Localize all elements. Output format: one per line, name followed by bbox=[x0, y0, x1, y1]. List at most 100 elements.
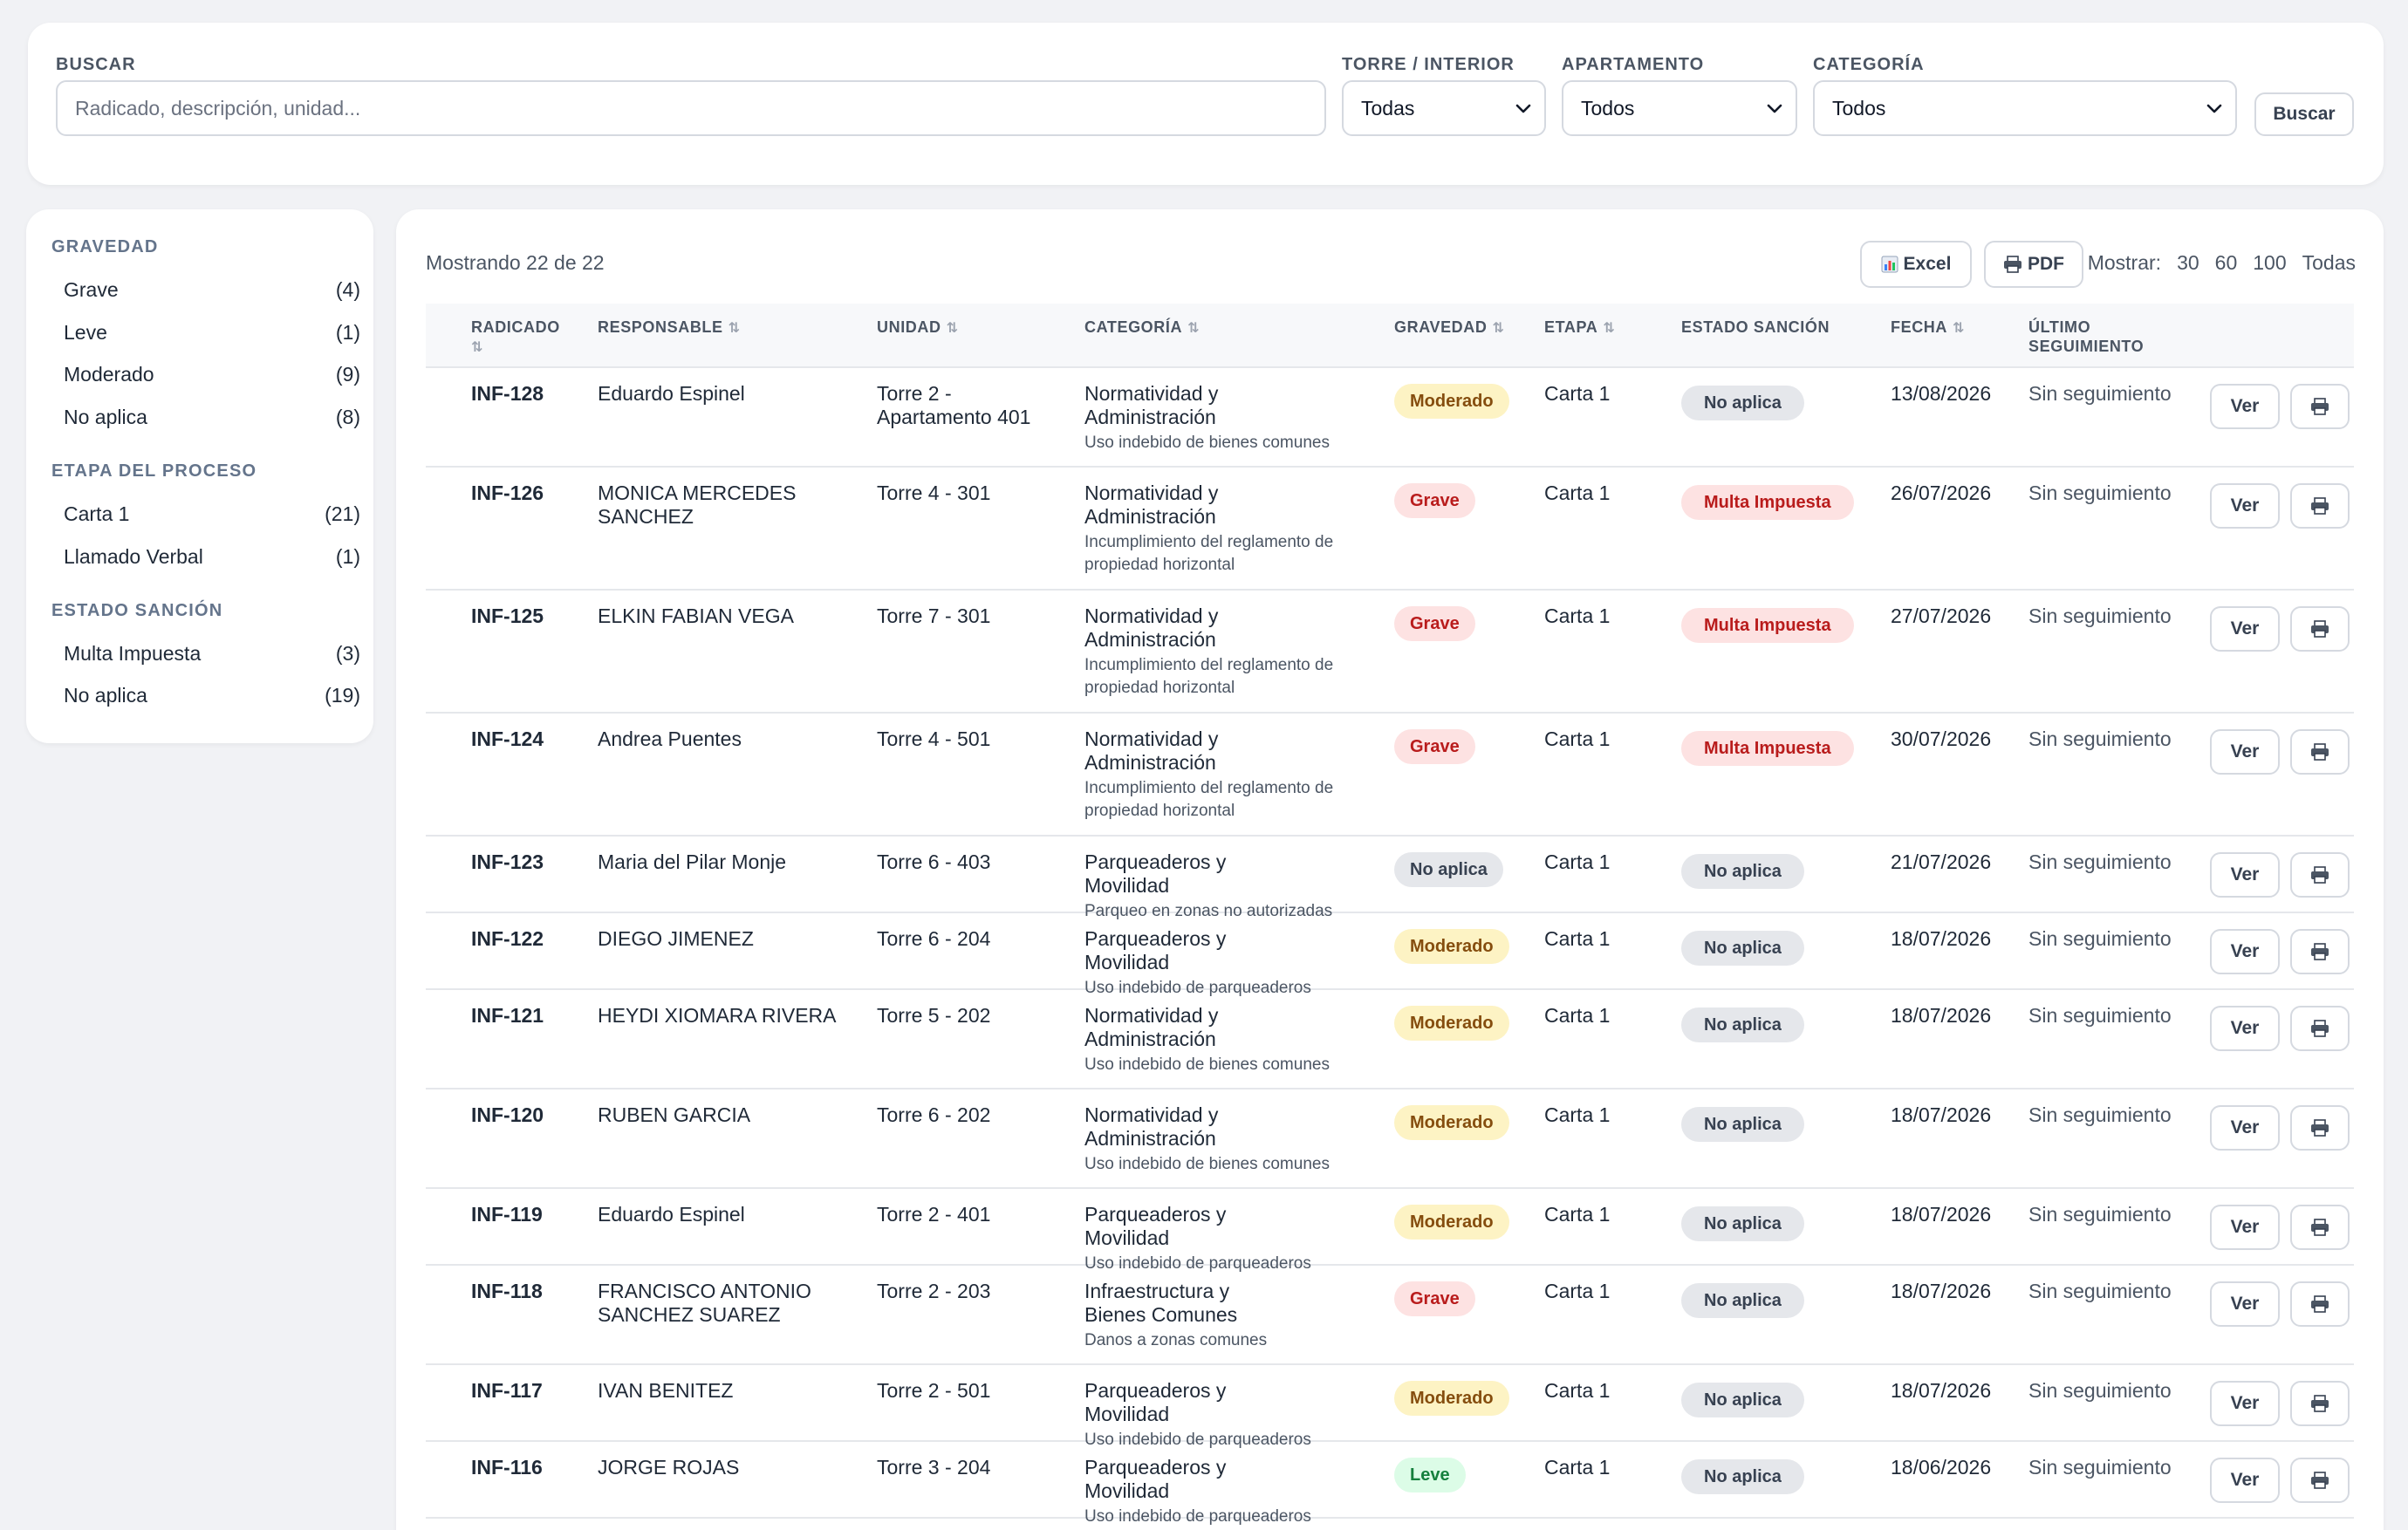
fecha-cell: 18/07/2026 bbox=[1891, 1203, 1992, 1226]
apto-select[interactable]: Todos bbox=[1562, 80, 1797, 136]
page-size-30[interactable]: 30 bbox=[2177, 251, 2199, 274]
printer-icon bbox=[2311, 743, 2329, 761]
table-row: INF-126 MONICA MERCEDES SANCHEZ Torre 4 - … bbox=[426, 468, 2354, 591]
page-size-todas[interactable]: Todas bbox=[2302, 251, 2356, 274]
ver-label: Ver bbox=[2230, 1018, 2260, 1038]
col-categoria[interactable]: Categoría ⇅ bbox=[1084, 318, 1199, 338]
sort-icon: ⇅ bbox=[946, 321, 959, 336]
print-button[interactable] bbox=[2290, 1105, 2350, 1151]
buscar-button[interactable]: Buscar bbox=[2254, 92, 2354, 136]
radicado-cell[interactable]: INF-124 bbox=[471, 727, 544, 750]
ver-button[interactable]: Ver bbox=[2210, 1458, 2280, 1503]
print-button[interactable] bbox=[2290, 1381, 2350, 1426]
print-button[interactable] bbox=[2290, 1281, 2350, 1327]
col-radicado[interactable]: Radicado ⇅ bbox=[471, 318, 576, 358]
ver-label: Ver bbox=[2230, 864, 2260, 885]
print-button[interactable] bbox=[2290, 606, 2350, 652]
col-estado: Estado sanción bbox=[1681, 318, 1830, 337]
ver-button[interactable]: Ver bbox=[2210, 729, 2280, 775]
filter-gravedad-no-aplica[interactable]: No aplica (8) bbox=[64, 400, 360, 434]
print-button[interactable] bbox=[2290, 384, 2350, 429]
unidad-cell: Torre 7 - 301 bbox=[877, 604, 991, 627]
categoria-cell: Parqueaderos y Movilidad Uso indebido de … bbox=[1084, 1379, 1372, 1451]
export-excel-button[interactable]: Excel bbox=[1860, 241, 1972, 288]
filter-etapa-llamado-verbal[interactable]: Llamado Verbal (1) bbox=[64, 539, 360, 574]
etapa-cell: Carta 1 bbox=[1544, 604, 1611, 627]
radicado-cell[interactable]: INF-125 bbox=[471, 604, 544, 627]
table-row: INF-124 Andrea Puentes Torre 4 - 501 Normat… bbox=[426, 714, 2354, 837]
col-label: Etapa bbox=[1544, 318, 1598, 336]
ver-button[interactable]: Ver bbox=[2210, 483, 2280, 529]
categoria-select[interactable]: Todos bbox=[1813, 80, 2237, 136]
torre-select[interactable]: Todas bbox=[1342, 80, 1546, 136]
apto-group: Apartamento bbox=[1562, 54, 1704, 75]
categoria-cell: Normatividad y Administración Uso indebid… bbox=[1084, 382, 1372, 454]
print-button[interactable] bbox=[2290, 729, 2350, 775]
search-input[interactable]: Radicado, descripción, unidad... bbox=[56, 80, 1326, 136]
col-unidad[interactable]: Unidad ⇅ bbox=[877, 318, 958, 338]
export-pdf-button[interactable]: PDF bbox=[1984, 241, 2083, 288]
radicado-cell[interactable]: INF-119 bbox=[471, 1203, 543, 1226]
printer-icon bbox=[2311, 1395, 2329, 1412]
ver-button[interactable]: Ver bbox=[2210, 606, 2280, 652]
radicado-cell[interactable]: INF-126 bbox=[471, 482, 544, 504]
ver-button[interactable]: Ver bbox=[2210, 1281, 2280, 1327]
print-button[interactable] bbox=[2290, 483, 2350, 529]
ver-button[interactable]: Ver bbox=[2210, 1381, 2280, 1426]
filter-gravedad-moderado[interactable]: Moderado (9) bbox=[64, 357, 360, 392]
filter-estado-no-aplica[interactable]: No aplica (19) bbox=[64, 678, 360, 713]
responsable-cell: JORGE ROJAS bbox=[598, 1456, 740, 1479]
ver-button[interactable]: Ver bbox=[2210, 1105, 2280, 1151]
radicado-cell[interactable]: INF-118 bbox=[471, 1280, 543, 1302]
radicado-cell[interactable]: INF-122 bbox=[471, 927, 544, 950]
ultimo-seguimiento-cell: Sin seguimiento bbox=[2028, 482, 2172, 504]
radicado-cell[interactable]: INF-116 bbox=[471, 1456, 543, 1479]
printer-icon bbox=[2311, 1472, 2329, 1489]
col-gravedad[interactable]: Gravedad ⇅ bbox=[1394, 318, 1504, 338]
page-size-100[interactable]: 100 bbox=[2253, 251, 2287, 274]
radicado-cell[interactable]: INF-120 bbox=[471, 1103, 544, 1126]
radicado-cell[interactable]: INF-123 bbox=[471, 850, 544, 873]
col-fecha[interactable]: Fecha ⇅ bbox=[1891, 318, 1964, 338]
radicado-cell[interactable]: INF-121 bbox=[471, 1004, 544, 1027]
printer-icon bbox=[2311, 1020, 2329, 1037]
categoria-cell: Normatividad y Administración Uso indebid… bbox=[1084, 1103, 1372, 1176]
page-size-60[interactable]: 60 bbox=[2214, 251, 2238, 274]
etapa-cell: Carta 1 bbox=[1544, 1280, 1611, 1302]
ver-button[interactable]: Ver bbox=[2210, 852, 2280, 898]
unidad-cell: Torre 2 - 401 bbox=[877, 1203, 991, 1226]
printer-icon bbox=[2311, 943, 2329, 960]
filter-gravedad-leve[interactable]: Leve (1) bbox=[64, 315, 360, 350]
table-row: INF-117 IVAN BENITEZ Torre 2 - 501 Parquead… bbox=[426, 1365, 2354, 1449]
gravedad-badge: Moderado bbox=[1394, 384, 1509, 419]
printer-icon bbox=[2311, 1119, 2329, 1137]
filter-label: Grave bbox=[64, 277, 119, 301]
filter-estado-multa[interactable]: Multa Impuesta (3) bbox=[64, 636, 360, 671]
fecha-cell: 27/07/2026 bbox=[1891, 604, 1992, 627]
print-button[interactable] bbox=[2290, 852, 2350, 898]
search-label: Buscar bbox=[56, 55, 136, 74]
print-button[interactable] bbox=[2290, 1205, 2350, 1250]
filter-etapa-carta-1[interactable]: Carta 1 (21) bbox=[64, 496, 360, 531]
ver-button[interactable]: Ver bbox=[2210, 929, 2280, 974]
mostrar-label: Mostrar: bbox=[2087, 251, 2162, 274]
print-button[interactable] bbox=[2290, 1458, 2350, 1503]
ver-button[interactable]: Ver bbox=[2210, 384, 2280, 429]
col-label: Unidad bbox=[877, 318, 941, 336]
categoria-text: Parqueaderos y Movilidad bbox=[1084, 1379, 1227, 1425]
etapa-cell: Carta 1 bbox=[1544, 1103, 1611, 1126]
col-responsable[interactable]: Responsable ⇅ bbox=[598, 318, 740, 338]
table-row: INF-123 Maria del Pilar Monje Torre 6 - 40… bbox=[426, 837, 2354, 920]
ver-button[interactable]: Ver bbox=[2210, 1205, 2280, 1250]
results-panel: Mostrando 22 de 22 Excel PDF Mostrar: 30… bbox=[396, 209, 2384, 1530]
ver-button[interactable]: Ver bbox=[2210, 1006, 2280, 1051]
radicado-cell[interactable]: INF-128 bbox=[471, 382, 544, 405]
radicado-cell[interactable]: INF-117 bbox=[471, 1379, 543, 1402]
categoria-value: Todos bbox=[1832, 96, 1886, 120]
print-button[interactable] bbox=[2290, 1006, 2350, 1051]
estado-heading: Estado sanción bbox=[51, 601, 223, 620]
filter-gravedad-grave[interactable]: Grave (4) bbox=[64, 272, 360, 307]
print-button[interactable] bbox=[2290, 929, 2350, 974]
col-etapa[interactable]: Etapa ⇅ bbox=[1544, 318, 1615, 338]
subcategoria-text: Uso indebido de bienes comunes bbox=[1084, 434, 1330, 452]
